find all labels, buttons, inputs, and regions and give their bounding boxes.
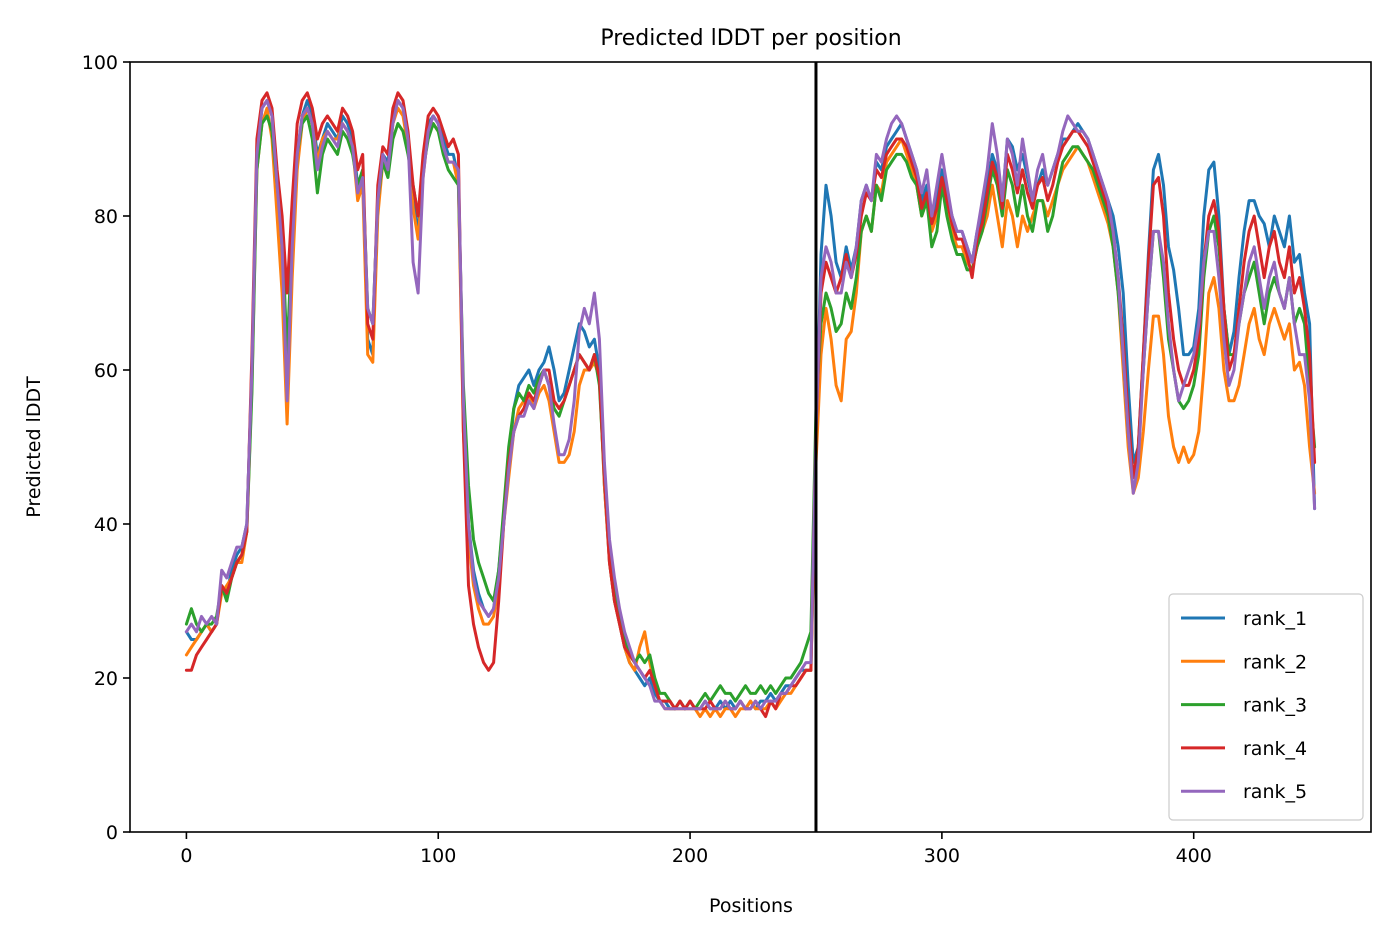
plot-frame: [129, 61, 1372, 833]
series-line-rank_5: [184, 99, 1317, 711]
y-tick-label: 40: [94, 514, 118, 536]
y-tick-label: 60: [94, 360, 118, 382]
legend-label-rank_3: rank_3: [1243, 695, 1307, 717]
legend-label-rank_2: rank_2: [1243, 651, 1307, 673]
y-axis: 0 20 40 60 80 100: [82, 52, 130, 844]
legend-label-rank_1: rank_1: [1243, 608, 1307, 630]
y-tick-label: 0: [106, 822, 118, 844]
x-axis-label: Positions: [709, 895, 793, 917]
x-tick-label: 200: [672, 845, 708, 867]
legend-label-rank_5: rank_5: [1243, 781, 1307, 803]
x-tick-label: 0: [180, 845, 192, 867]
x-axis: 0 100 200 300 400: [180, 832, 1212, 867]
x-tick-label: 400: [1176, 845, 1212, 867]
x-tick-label: 100: [420, 845, 456, 867]
y-tick-label: 80: [94, 206, 118, 228]
y-tick-label: 100: [82, 52, 118, 74]
legend: rank_1 rank_2 rank_3 rank_4 rank_5: [1168, 593, 1364, 821]
legend-label-rank_4: rank_4: [1243, 738, 1307, 760]
plot-lines: [184, 62, 1317, 832]
chart-title: Predicted lDDT per position: [600, 26, 901, 51]
legend-box: [1168, 593, 1364, 821]
y-tick-label: 20: [94, 668, 118, 690]
x-tick-label: 300: [924, 845, 960, 867]
y-axis-label: Predicted lDDT: [23, 376, 45, 518]
